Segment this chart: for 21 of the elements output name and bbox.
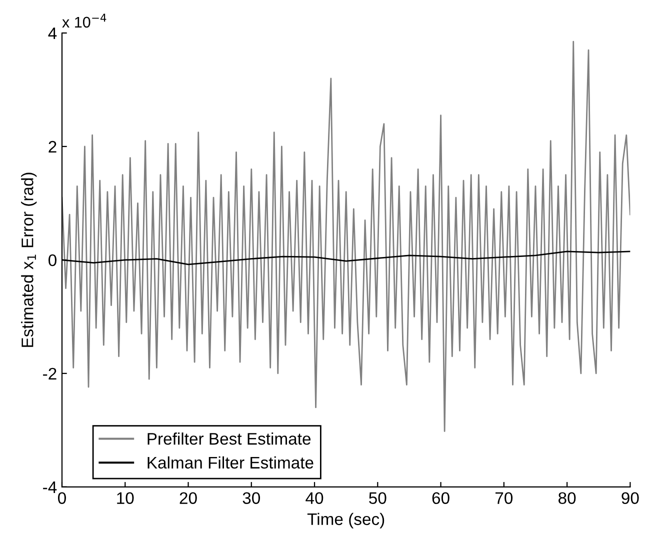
y-axis-title: Estimated x$_{1}$ Error (rad)	[21, 172, 37, 347]
y-tick-label: -2	[43, 368, 56, 380]
x-tick-label: 50	[369, 492, 386, 504]
legend-label: Kalman Filter Estimate	[148, 456, 314, 469]
y-tick-label: -4	[43, 481, 57, 493]
x-tick-label: 30	[242, 492, 260, 504]
y-tick-label: 4	[48, 28, 57, 40]
x-tick-label: 20	[180, 492, 197, 504]
y-tick-label: 0	[48, 254, 56, 266]
line-series	[62, 40, 630, 432]
x-axis-title: Time (sec)	[307, 512, 384, 528]
x-tick-label: 0	[58, 492, 66, 504]
text: x 10$^{−4}$	[62, 14, 106, 28]
x-tick-label: 40	[306, 492, 324, 504]
y-tick-label: 2	[48, 140, 56, 153]
x-tick-label: 80	[558, 492, 576, 504]
x-tick-label: 10	[117, 492, 134, 504]
x-tick-label: 90	[622, 492, 639, 504]
legend-label: Prefilter Best Estimate	[148, 432, 311, 445]
x-tick-label: 70	[496, 492, 513, 504]
x-tick-label: 60	[432, 492, 450, 504]
